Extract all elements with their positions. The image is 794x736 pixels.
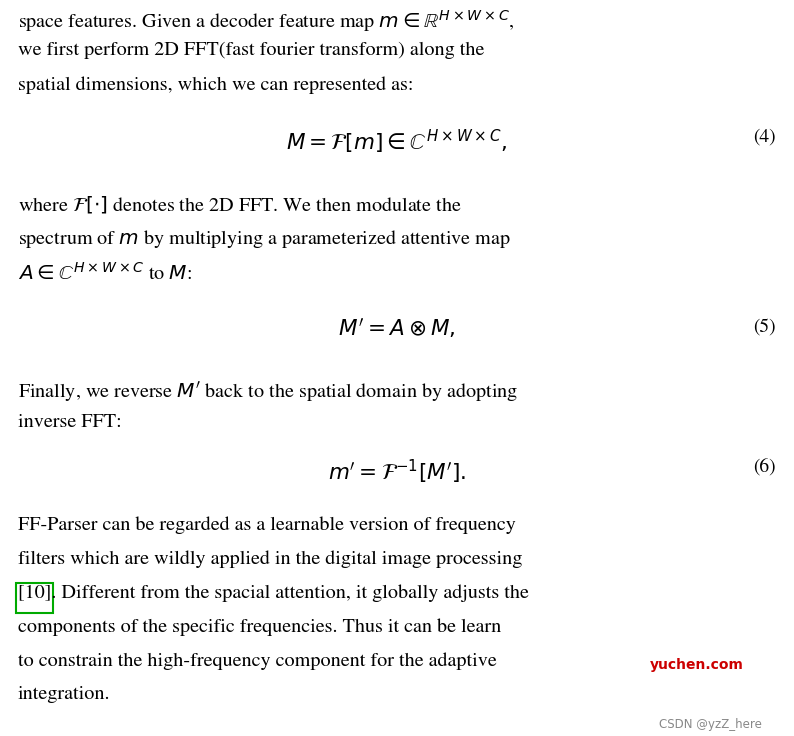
Text: CSDN @yzZ_here: CSDN @yzZ_here bbox=[659, 718, 762, 731]
Text: (4): (4) bbox=[754, 128, 776, 145]
Text: to constrain the high-frequency component for the adaptive: to constrain the high-frequency componen… bbox=[18, 652, 497, 670]
Text: where $\mathcal{F}[\cdot]$ denotes the 2D FFT. We then modulate the: where $\mathcal{F}[\cdot]$ denotes the 2… bbox=[18, 194, 461, 215]
Text: spatial dimensions, which we can represented as:: spatial dimensions, which we can represe… bbox=[18, 76, 414, 93]
Text: components of the specific frequencies. Thus it can be learn: components of the specific frequencies. … bbox=[18, 618, 501, 636]
Text: yuchen.com: yuchen.com bbox=[650, 658, 744, 672]
Text: FF-Parser can be regarded as a learnable version of frequency: FF-Parser can be regarded as a learnable… bbox=[18, 516, 516, 534]
Text: integration.: integration. bbox=[18, 686, 110, 703]
Text: inverse FFT:: inverse FFT: bbox=[18, 414, 121, 431]
Text: spectrum of $m$ by multiplying a parameterized attentive map: spectrum of $m$ by multiplying a paramet… bbox=[18, 228, 511, 250]
Text: space features. Given a decoder feature map $m \in \mathbb{R}^{H\times W\times C: space features. Given a decoder feature … bbox=[18, 8, 515, 34]
Text: $A \in \mathbb{C}^{H\times W\times C}$ to $M$:: $A \in \mathbb{C}^{H\times W\times C}$ t… bbox=[18, 262, 192, 284]
Text: $M^{\prime} = A \otimes M,$: $M^{\prime} = A \otimes M,$ bbox=[338, 318, 456, 342]
Text: $m^{\prime} = \mathcal{F}^{-1}[M^{\prime}].$: $m^{\prime} = \mathcal{F}^{-1}[M^{\prime… bbox=[328, 458, 466, 486]
Text: we first perform 2D FFT(fast fourier transform) along the: we first perform 2D FFT(fast fourier tra… bbox=[18, 42, 484, 59]
Bar bbox=[16, 583, 53, 613]
Text: (5): (5) bbox=[754, 318, 776, 335]
Text: Finally, we reverse $M^{\prime}$ back to the spatial domain by adopting: Finally, we reverse $M^{\prime}$ back to… bbox=[18, 380, 518, 404]
Text: (6): (6) bbox=[754, 458, 776, 475]
Text: [10]. Different from the spacial attention, it globally adjusts the: [10]. Different from the spacial attenti… bbox=[18, 584, 529, 601]
Text: $M = \mathcal{F}[m] \in \mathbb{C}^{H\times W\times C},$: $M = \mathcal{F}[m] \in \mathbb{C}^{H\ti… bbox=[287, 128, 507, 156]
Text: filters which are wildly applied in the digital image processing: filters which are wildly applied in the … bbox=[18, 550, 522, 567]
